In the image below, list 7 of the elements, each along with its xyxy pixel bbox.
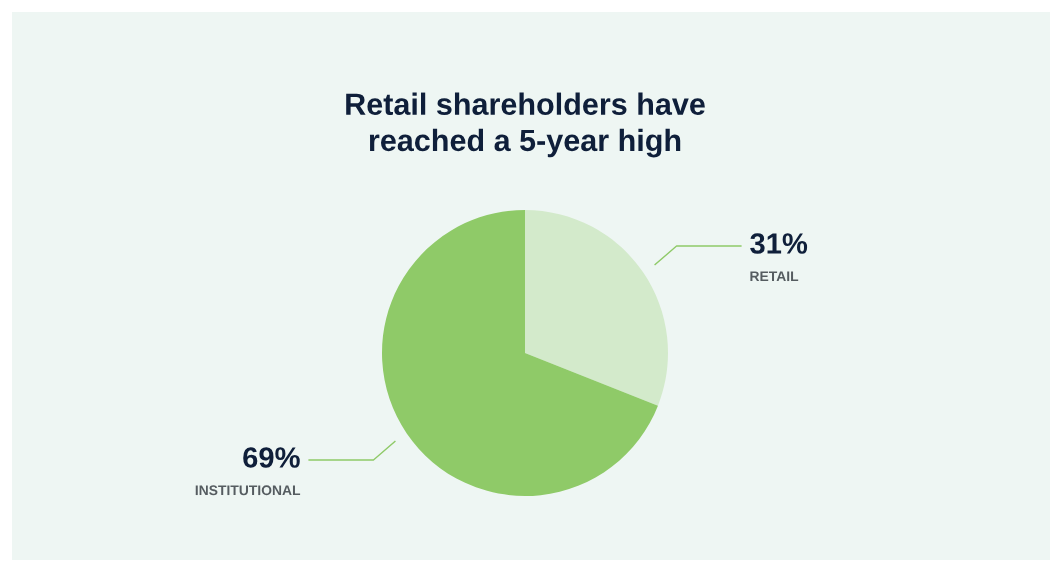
slice-label: INSTITUTIONAL: [195, 485, 301, 496]
data-label: 69%: [243, 447, 300, 468]
data-label: 31%: [750, 233, 808, 254]
slice-label: RETAIL: [750, 271, 799, 282]
chart-title: Retail shareholders have reached a 5-year high: [346, 92, 705, 158]
pie-slice: [525, 210, 668, 406]
pie-slice: [382, 210, 658, 496]
